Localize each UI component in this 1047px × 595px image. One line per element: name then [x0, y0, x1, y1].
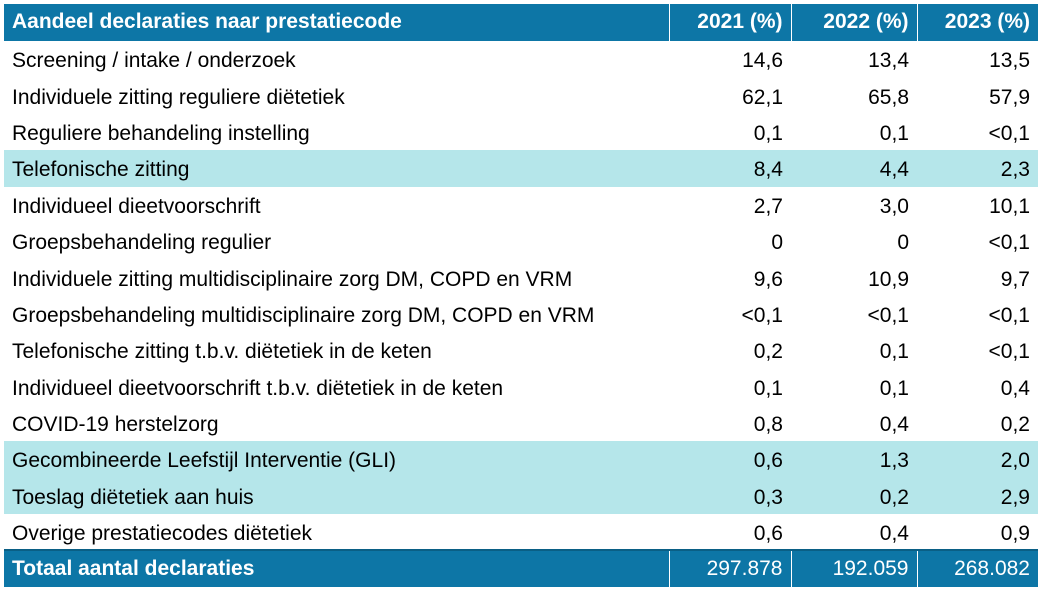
table-footer: Totaal aantal declaraties 297.878 192.05… [4, 549, 1038, 588]
header-year-2021: 2021 (%) [668, 4, 791, 42]
row-value-2022: 0,1 [879, 121, 909, 145]
total-value-2021: 297.878 [668, 549, 791, 588]
table-row: Screening / intake / onderzoek 14,6 13,4 13… [4, 41, 1038, 77]
row-value-2022: 65,8 [868, 85, 909, 109]
row-value-2023: 13,5 [989, 49, 1030, 73]
row-value-2023: <0,1 [988, 303, 1030, 327]
row-value-2022: <0,1 [867, 303, 909, 327]
table-row: Groepsbehandeling multidisciplinaire zor… [4, 296, 1038, 332]
table-row: COVID-19 herstelzorg 0,8 0,4 0,2 [4, 405, 1038, 441]
header-label: Aandeel declaraties naar prestatiecode [4, 4, 669, 42]
row-label: Overige prestatiecodes diëtetiek [12, 521, 312, 545]
row-value-2021: <0,1 [741, 303, 783, 327]
row-value-2022: 0,1 [879, 376, 909, 400]
row-label: Groepsbehandeling multidisciplinaire zor… [12, 303, 595, 327]
row-value-2021: 0,2 [753, 340, 783, 364]
row-label: Screening / intake / onderzoek [12, 49, 296, 73]
row-value-2022: 0,4 [879, 413, 909, 437]
total-row: Totaal aantal declaraties 297.878 192.05… [4, 549, 1038, 588]
row-value-2023: 9,7 [1000, 267, 1030, 291]
row-value-2022: 0,4 [879, 521, 909, 545]
row-value-2021: 62,1 [742, 85, 783, 109]
table-row: Individueel dieetvoorschrift 2,7 3,0 10,1 [4, 187, 1038, 223]
row-value-2021: 8,4 [669, 150, 791, 187]
row-label: Reguliere behandeling instelling [12, 121, 310, 145]
row-label: Groepsbehandeling regulier [12, 231, 272, 255]
header-row: Aandeel declaraties naar prestatiecode 2… [4, 4, 1038, 42]
table-row: Telefonische zitting t.b.v. diëtetiek in… [4, 332, 1038, 368]
row-value-2023: 10,1 [989, 194, 1030, 218]
row-value-2022: 13,4 [868, 49, 909, 73]
row-value-2022: 0,1 [879, 340, 909, 364]
declarations-table: Aandeel declaraties naar prestatiecode 2… [4, 4, 1038, 588]
row-value-2023: 0,9 [1000, 521, 1030, 545]
row-value-2022: 0 [897, 231, 909, 255]
header-year-2023: 2023 (%) [916, 4, 1038, 42]
table-row: Overige prestatiecodes diëtetiek 0,6 0,4 0,… [4, 514, 1038, 550]
row-label: COVID-19 herstelzorg [12, 413, 219, 437]
row-value-2022: 3,0 [879, 194, 909, 218]
row-value-2021: 0,1 [753, 376, 783, 400]
row-value-2023: 2,0 [917, 441, 1038, 478]
table-row: Individuele zitting multidisciplinaire z… [4, 259, 1038, 295]
table-row: Individueel dieetvoorschrift t.b.v. diët… [4, 369, 1038, 405]
row-label: Telefonische zitting t.b.v. diëtetiek in… [12, 340, 432, 364]
row-value-2021: 9,6 [753, 267, 783, 291]
total-value-2022: 192.059 [790, 549, 917, 588]
row-value-2023: <0,1 [988, 231, 1030, 255]
table-row: Reguliere behandeling instelling 0,1 0,1 <0… [4, 114, 1038, 150]
total-label: Totaal aantal declaraties [4, 549, 669, 588]
row-value-2023: 57,9 [989, 85, 1030, 109]
header-year-2022: 2022 (%) [790, 4, 917, 42]
row-value-2022: 10,9 [868, 267, 909, 291]
row-label: Individuele zitting reguliere diëtetiek [12, 85, 345, 109]
row-value-2023: 0,4 [1000, 376, 1030, 400]
row-label: Individueel dieetvoorschrift [12, 194, 261, 218]
row-value-2021: 0,3 [669, 477, 791, 515]
row-label: Individuele zitting multidisciplinaire z… [12, 267, 573, 291]
table-row: Telefonische zitting 8,4 4,4 2,3 [4, 150, 1038, 187]
row-value-2021: 0,6 [753, 521, 783, 545]
table-row: Groepsbehandeling regulier 0 0 <0,1 [4, 223, 1038, 259]
row-label: Gecombineerde Leefstijl Interventie (GLI… [4, 441, 669, 478]
row-value-2021: 0 [771, 231, 783, 255]
row-value-2021: 0,8 [753, 413, 783, 437]
row-value-2023: 0,2 [1000, 413, 1030, 437]
table-row: Toeslag diëtetiek aan huis 0,3 0,2 2,9 [4, 477, 1038, 515]
row-label: Individueel dieetvoorschrift t.b.v. diët… [12, 376, 504, 400]
table-row: Gecombineerde Leefstijl Interventie (GLI… [4, 441, 1038, 478]
row-value-2021: 2,7 [753, 194, 783, 218]
table-header: Aandeel declaraties naar prestatiecode 2… [4, 4, 1038, 42]
row-label: Toeslag diëtetiek aan huis [4, 477, 669, 515]
row-value-2023: <0,1 [988, 121, 1030, 145]
row-value-2021: 0,6 [669, 441, 791, 478]
row-value-2021: 14,6 [742, 49, 783, 73]
total-value-2023: 268.082 [916, 549, 1038, 588]
row-value-2022: 1,3 [791, 441, 917, 478]
table-body: Screening / intake / onderzoek 14,6 13,4 13… [4, 41, 1038, 550]
row-value-2023: <0,1 [988, 340, 1030, 364]
declarations-table-container: Aandeel declaraties naar prestatiecode 2… [4, 4, 1038, 588]
row-label: Telefonische zitting [4, 150, 669, 187]
row-value-2021: 0,1 [753, 121, 783, 145]
row-value-2023: 2,3 [917, 150, 1038, 187]
table-row: Individuele zitting reguliere diëtetiek 6… [4, 77, 1038, 113]
row-value-2022: 4,4 [791, 150, 917, 187]
row-value-2023: 2,9 [917, 477, 1038, 515]
row-value-2022: 0,2 [791, 477, 917, 515]
